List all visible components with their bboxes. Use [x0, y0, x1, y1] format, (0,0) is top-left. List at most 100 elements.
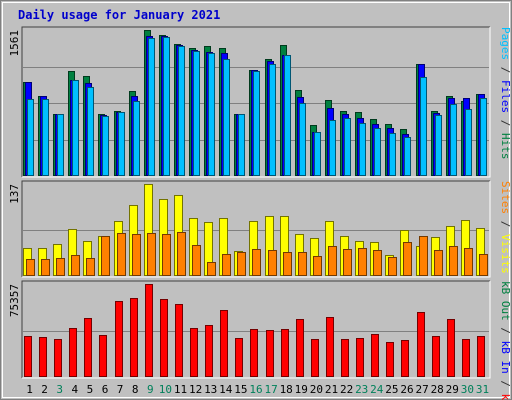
- legend-top: Pages / Files / Hits: [499, 27, 512, 160]
- series-pages: [27, 37, 487, 176]
- bar-pages-day-18: [284, 55, 291, 176]
- bar-sites-day-4: [71, 255, 80, 276]
- bar-sites-day-12: [192, 245, 201, 276]
- bar-pages-day-27: [420, 77, 427, 176]
- legend-item: /: [499, 60, 512, 80]
- bar-kb-f-day-18: [281, 329, 289, 377]
- bar-sites-day-25: [388, 257, 397, 276]
- panel-bottom: 75357 kB Out / kB In / kB F: [8, 280, 512, 400]
- x-tick-label: 20: [310, 383, 323, 396]
- x-tick-label: 16: [249, 383, 262, 396]
- x-tick-label: 7: [117, 383, 124, 396]
- bar-pages-day-6: [102, 116, 109, 176]
- legend-item: kB F: [499, 394, 512, 400]
- x-tick-label: 23: [355, 383, 368, 396]
- plot-border-light: [22, 281, 491, 379]
- bar-kb-f-day-11: [175, 304, 183, 377]
- bar-pages-day-12: [193, 51, 200, 176]
- bar-sites-day-3: [56, 258, 65, 276]
- bar-kb-f-day-25: [386, 342, 394, 377]
- bar-pages-day-14: [223, 59, 230, 176]
- legend-item: Sites: [499, 181, 512, 214]
- bar-pages-day-10: [163, 37, 170, 176]
- chart-title: Daily usage for January 2021: [18, 8, 220, 22]
- x-tick-label: 6: [102, 383, 109, 396]
- bar-kb-f-day-10: [160, 299, 168, 377]
- legend-middle: Sites / Visits: [499, 181, 512, 274]
- x-tick-label: 28: [431, 383, 444, 396]
- bar-sites-day-5: [86, 258, 95, 276]
- bar-sites-day-31: [479, 254, 488, 276]
- bar-kb-f-day-16: [250, 329, 258, 377]
- bar-kb-f-day-19: [296, 319, 304, 377]
- bar-pages-day-7: [118, 112, 125, 176]
- bar-kb-f-day-20: [311, 339, 319, 377]
- bar-pages-day-26: [404, 137, 411, 176]
- bar-sites-day-28: [434, 250, 443, 276]
- x-axis-labels: 1 2 3 4 5 6 7 8 9 10 11 12 13 14 15 16 17 18 19 20 21 22 23 24 2…: [26, 383, 489, 396]
- bar-pages-day-25: [389, 133, 396, 176]
- bar-pages-day-5: [87, 87, 94, 176]
- x-tick-label: 21: [325, 383, 338, 396]
- bar-kb-f-day-27: [417, 312, 425, 377]
- bar-pages-day-1: [27, 99, 34, 176]
- bar-kb-f-day-1: [24, 336, 32, 377]
- bar-kb-f-day-15: [235, 338, 243, 377]
- bar-kb-f-day-9: [145, 284, 153, 377]
- bar-kb-f-day-2: [39, 337, 47, 377]
- bar-pages-day-23: [359, 123, 366, 176]
- bar-sites-day-14: [222, 254, 231, 276]
- bar-pages-day-17: [269, 64, 276, 176]
- bar-sites-day-18: [283, 252, 292, 276]
- series-kb-f: [24, 284, 485, 377]
- bar-pages-day-13: [208, 53, 215, 176]
- x-tick-label: 5: [87, 383, 94, 396]
- bar-pages-day-9: [148, 38, 155, 176]
- bar-pages-day-4: [72, 80, 79, 176]
- bar-sites-day-1: [26, 259, 35, 276]
- legend-item: kB Out: [499, 281, 512, 321]
- legend-item: kB In: [499, 341, 512, 374]
- x-tick-label: 19: [295, 383, 308, 396]
- x-tick-label: 22: [340, 383, 353, 396]
- bar-pages-day-15: [238, 114, 245, 176]
- bar-sites-day-2: [41, 259, 50, 276]
- x-tick-label: 11: [174, 383, 187, 396]
- bar-kb-f-day-6: [99, 335, 107, 377]
- x-tick-label: 30: [461, 383, 474, 396]
- legend-item: /: [499, 321, 512, 341]
- bar-kb-f-day-21: [326, 317, 334, 377]
- bar-sites-day-10: [162, 234, 171, 276]
- bar-sites-day-16: [252, 249, 261, 276]
- x-tick-label: 12: [189, 383, 202, 396]
- bar-pages-day-22: [344, 118, 351, 176]
- bar-pages-day-20: [314, 132, 321, 176]
- bar-kb-f-day-28: [432, 336, 440, 377]
- bar-pages-day-21: [329, 120, 336, 176]
- bar-pages-day-16: [253, 71, 260, 176]
- bar-sites-day-6: [101, 236, 110, 276]
- legend-item: Pages: [499, 27, 512, 60]
- bar-sites-day-29: [449, 246, 458, 276]
- x-tick-label: 3: [56, 383, 63, 396]
- bar-pages-day-24: [374, 128, 381, 176]
- bar-kb-f-day-13: [205, 325, 213, 377]
- bar-kb-f-day-7: [115, 301, 123, 377]
- bar-sites-day-7: [117, 233, 126, 276]
- bar-sites-day-26: [403, 242, 412, 276]
- bar-sites-day-13: [207, 262, 216, 276]
- bar-sites-day-9: [147, 233, 156, 276]
- bar-pages-day-29: [450, 104, 457, 176]
- bar-sites-day-17: [268, 250, 277, 276]
- bar-kb-f-day-8: [130, 298, 138, 377]
- bar-sites-day-23: [358, 248, 367, 276]
- bar-pages-day-2: [42, 99, 49, 176]
- bar-sites-day-15: [237, 252, 246, 276]
- bar-pages-day-30: [465, 109, 472, 176]
- legend-item: /: [499, 113, 512, 133]
- legend-item: /: [499, 214, 512, 234]
- bar-kb-f-day-12: [190, 328, 198, 377]
- bar-kb-f-day-5: [84, 318, 92, 377]
